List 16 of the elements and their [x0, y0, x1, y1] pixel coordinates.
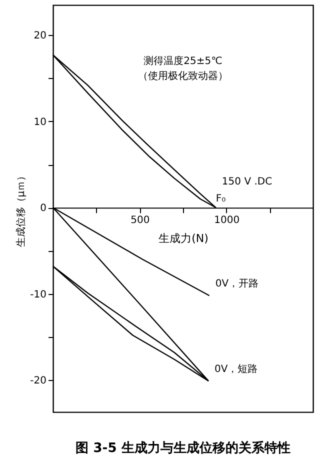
series-label: 0V，短路 [214, 362, 258, 375]
text: 图 3-5 生成力与生成位移的关系特性 [76, 440, 290, 456]
annotation: （使用极化致动器） [138, 70, 228, 82]
x-axis-title: 生成力(N) [158, 232, 208, 246]
y-tick-label: 0 [40, 203, 46, 214]
y-tick-label: 10 [34, 116, 46, 128]
annotation: F₀ [216, 194, 226, 205]
y-tick-label: -10 [30, 289, 46, 300]
series-label: 150 V .DC [222, 176, 272, 188]
x-tick-label: 500 [130, 215, 150, 226]
y-axis-title: 生成位移（μｍ） [15, 170, 28, 248]
y-tick-label: 20 [34, 30, 46, 42]
y-tick-label: -20 [30, 376, 46, 387]
annotation: 测得温度25±5℃ [144, 55, 222, 67]
series-label: 0V，开路 [215, 278, 259, 290]
x-tick-label: 1000 [214, 215, 240, 226]
